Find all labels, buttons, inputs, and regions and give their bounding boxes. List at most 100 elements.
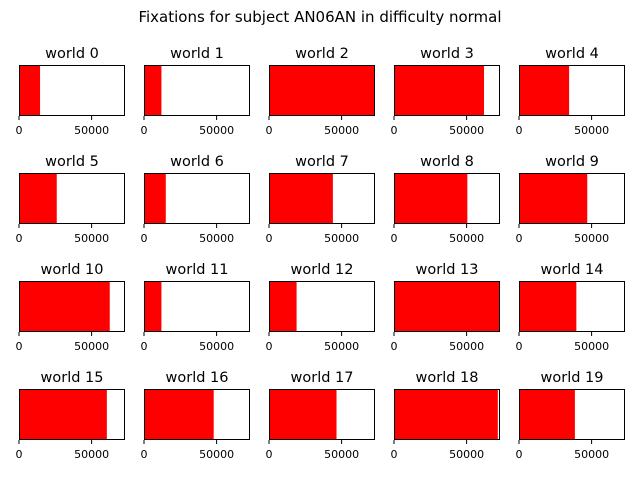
subplot-world-12: world 12 0 50000: [266, 262, 375, 353]
x-tick-label: 50000: [324, 232, 359, 245]
x-tick-label: 50000: [199, 232, 234, 245]
subplot-title: world 1: [170, 46, 224, 62]
x-tick-label: 0: [141, 448, 148, 461]
subplot-world-3: world 3 0 50000: [391, 46, 500, 137]
axes-frame: [519, 65, 625, 116]
subplot-world-2: world 2 0 50000: [266, 46, 375, 137]
x-tick-label: 50000: [574, 448, 609, 461]
x-tick-label: 0: [391, 448, 398, 461]
subplot-title: world 11: [166, 262, 229, 278]
subplot-world-9: world 9 0 50000: [516, 154, 625, 245]
subplot-title: world 16: [166, 370, 229, 386]
x-tick-label: 0: [16, 124, 23, 137]
x-tick-label: 50000: [324, 124, 359, 137]
x-tick-label: 50000: [574, 340, 609, 353]
subplot-title: world 6: [170, 154, 224, 170]
axes-frame: [19, 65, 125, 116]
subplot-world-1: world 1 0 50000: [141, 46, 250, 137]
subplot-title: world 7: [295, 154, 349, 170]
subplot-title: world 18: [416, 370, 479, 386]
fixation-band: [269, 65, 375, 116]
x-tick-label: 0: [391, 232, 398, 245]
subplot-title: world 12: [291, 262, 354, 278]
x-tick-label: 50000: [199, 124, 234, 137]
fixation-band: [519, 65, 570, 116]
x-tick-label: 50000: [449, 232, 484, 245]
subplot-title: world 4: [545, 46, 599, 62]
axes-frame: [394, 281, 500, 332]
subplot-world-19: world 19 0 50000: [516, 370, 625, 461]
subplot-title: world 9: [545, 154, 599, 170]
subplot-world-13: world 13 0 50000: [391, 262, 500, 353]
fixation-band: [519, 173, 588, 224]
x-tick-label: 0: [16, 232, 23, 245]
subplot-world-10: world 10 0 50000: [16, 262, 125, 353]
fixation-band: [519, 281, 577, 332]
axes-frame: [519, 389, 625, 440]
subplot-world-14: world 14 0 50000: [516, 262, 625, 353]
fixation-band: [394, 281, 500, 332]
fixation-band: [19, 389, 107, 440]
x-tick-label: 0: [141, 340, 148, 353]
fixation-band: [394, 65, 485, 116]
subplot-world-0: world 0 0 50000: [16, 46, 125, 137]
subplot-title: world 13: [416, 262, 479, 278]
axes-frame: [269, 65, 375, 116]
subplot-world-11: world 11 0 50000: [141, 262, 250, 353]
x-tick-label: 50000: [199, 448, 234, 461]
x-tick-label: 50000: [449, 448, 484, 461]
x-tick-label: 50000: [324, 340, 359, 353]
x-tick-label: 0: [516, 448, 523, 461]
subplot-title: world 2: [295, 46, 349, 62]
subplot-title: world 5: [45, 154, 99, 170]
subplot-title: world 17: [291, 370, 354, 386]
axes-frame: [144, 389, 250, 440]
x-tick-label: 0: [266, 124, 273, 137]
subplot-world-18: world 18 0 50000: [391, 370, 500, 461]
axes-frame: [19, 389, 125, 440]
x-tick-label: 0: [391, 340, 398, 353]
x-tick-label: 0: [266, 340, 273, 353]
subplot-title: world 3: [420, 46, 474, 62]
fixation-band: [144, 389, 214, 440]
x-tick-label: 50000: [449, 124, 484, 137]
fixation-band: [269, 173, 333, 224]
x-tick-label: 0: [16, 340, 23, 353]
figure-suptitle: Fixations for subject AN06AN in difficul…: [138, 8, 501, 26]
subplot-world-6: world 6 0 50000: [141, 154, 250, 245]
fixation-band: [19, 65, 41, 116]
x-tick-label: 50000: [324, 448, 359, 461]
subplot-title: world 8: [420, 154, 474, 170]
subplot-world-5: world 5 0 50000: [16, 154, 125, 245]
axes-frame: [144, 173, 250, 224]
x-tick-label: 50000: [199, 340, 234, 353]
x-tick-label: 50000: [574, 232, 609, 245]
fixation-band: [394, 173, 468, 224]
axes-frame: [144, 281, 250, 332]
axes-frame: [519, 173, 625, 224]
axes-frame: [394, 173, 500, 224]
subplot-world-8: world 8 0 50000: [391, 154, 500, 245]
fixation-band: [144, 281, 162, 332]
x-tick-label: 0: [16, 448, 23, 461]
axes-frame: [269, 173, 375, 224]
fixation-band: [19, 173, 57, 224]
subplot-title: world 10: [41, 262, 104, 278]
x-tick-label: 50000: [449, 340, 484, 353]
x-tick-label: 50000: [74, 124, 109, 137]
axes-frame: [269, 281, 375, 332]
fixation-band: [394, 389, 498, 440]
axes-frame: [394, 65, 500, 116]
subplot-title: world 15: [41, 370, 104, 386]
x-tick-label: 0: [141, 232, 148, 245]
subplot-title: world 0: [45, 46, 99, 62]
x-tick-label: 0: [516, 340, 523, 353]
subplot-title: world 19: [541, 370, 604, 386]
fixation-band: [269, 281, 297, 332]
x-tick-label: 0: [266, 232, 273, 245]
x-tick-label: 0: [266, 448, 273, 461]
fixation-band: [144, 173, 166, 224]
fixation-band: [144, 65, 162, 116]
